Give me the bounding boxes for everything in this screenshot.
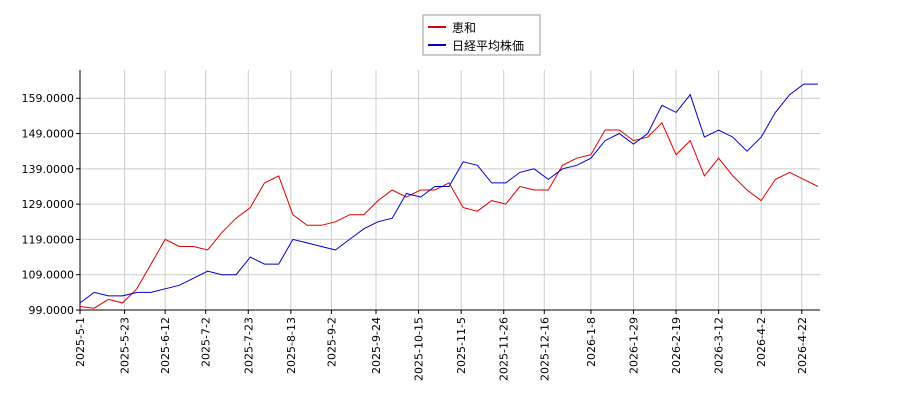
x-tick-label: 2025-5-1	[74, 317, 87, 367]
x-tick-label: 2026-1-29	[627, 317, 640, 374]
x-tick-label: 2026-4-22	[796, 317, 809, 374]
x-tick-label: 2026-2-19	[670, 317, 683, 374]
x-tick-label: 2025-12-16	[538, 317, 551, 381]
y-tick-label: 129.0000	[22, 198, 75, 211]
legend-label: 日経平均株価	[452, 38, 524, 53]
x-tick-label: 2026-4-2	[755, 317, 768, 367]
y-tick-label: 109.0000	[22, 269, 75, 282]
x-tick-label: 2025-11-5	[455, 317, 468, 374]
series-line	[79, 122, 819, 309]
legend-box	[422, 14, 541, 56]
y-tick-label: 99.0000	[29, 304, 75, 317]
y-tick-label: 139.0000	[22, 163, 75, 176]
x-tick-label: 2025-7-2	[200, 317, 213, 367]
x-tick-label: 2025-9-2	[325, 317, 338, 367]
x-tick-label: 2025-9-24	[370, 317, 383, 374]
y-tick-label: 119.0000	[22, 233, 75, 246]
legend-label: 恵和	[452, 21, 476, 35]
x-tick-label: 2026-1-8	[585, 317, 598, 367]
x-tick-label: 2025-6-12	[159, 317, 172, 374]
y-tick-label: 159.0000	[22, 92, 75, 105]
x-tick-label: 2025-5-23	[119, 317, 132, 374]
x-tick-label: 2025-8-13	[285, 317, 298, 374]
x-tick-label: 2025-10-15	[413, 317, 426, 381]
x-tick-label: 2026-3-12	[713, 317, 726, 374]
y-tick-label: 149.0000	[22, 128, 75, 141]
x-tick-label: 2025-7-23	[242, 317, 255, 374]
series-line	[79, 83, 818, 304]
x-tick-label: 2025-11-26	[498, 317, 511, 381]
